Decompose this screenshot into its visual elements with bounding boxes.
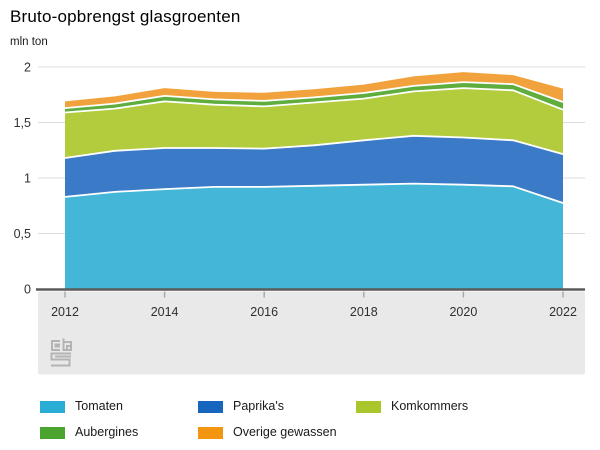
cbs-logo — [50, 338, 72, 367]
x-tick-label: 2018 — [350, 305, 378, 319]
legend-item-tomaten: Tomaten — [40, 399, 198, 414]
legend-label: Komkommers — [391, 399, 469, 413]
x-tick-label: 2012 — [51, 305, 79, 319]
y-tick-label: 1 — [24, 172, 31, 186]
legend-item-overige-gewassen: Overige gewassen — [198, 425, 356, 440]
area-band-tomaten — [65, 183, 563, 289]
area-band-overige-gewassen — [65, 72, 563, 109]
x-axis-ticks: 2012 2014 2016 2018 2020 2022 — [51, 291, 577, 319]
legend-swatch — [356, 400, 381, 413]
legend-item-paprika-s: Paprika's — [198, 399, 356, 414]
chart-legend: Tomaten Paprika's Komkommers Aubergines Over… — [40, 399, 580, 440]
y-tick-label: 1,5 — [14, 116, 31, 130]
x-tick-label: 2020 — [449, 305, 477, 319]
x-tick-label: 2016 — [250, 305, 278, 319]
legend-item-komkommers: Komkommers — [356, 399, 580, 414]
legend-swatch — [198, 400, 223, 413]
legend-label: Tomaten — [75, 399, 123, 413]
area-band-komkommers — [65, 88, 563, 158]
area-band-paprika-s — [65, 135, 563, 203]
x-axis-band — [38, 291, 585, 375]
band-separators — [64, 81, 564, 204]
y-tick-label: 0 — [24, 283, 31, 297]
chart-unit-label: mln ton — [10, 36, 48, 48]
legend-label: Aubergines — [75, 425, 139, 439]
y-axis-labels: 0 0,5 1 1,5 2 — [14, 61, 31, 297]
x-tick-label: 2014 — [151, 305, 179, 319]
y-tick-label: 0,5 — [14, 227, 31, 241]
legend-swatch — [40, 426, 65, 439]
chart-title: Bruto-opbrengst glasgroenten — [10, 7, 241, 26]
legend-label: Overige gewassen — [233, 425, 337, 439]
legend-item-aubergines: Aubergines — [40, 425, 198, 440]
x-tick-label: 2022 — [549, 305, 577, 319]
legend-label: Paprika's — [233, 399, 285, 413]
legend-swatch — [40, 400, 65, 413]
legend-swatch — [198, 426, 223, 439]
y-tick-label: 2 — [24, 61, 31, 75]
